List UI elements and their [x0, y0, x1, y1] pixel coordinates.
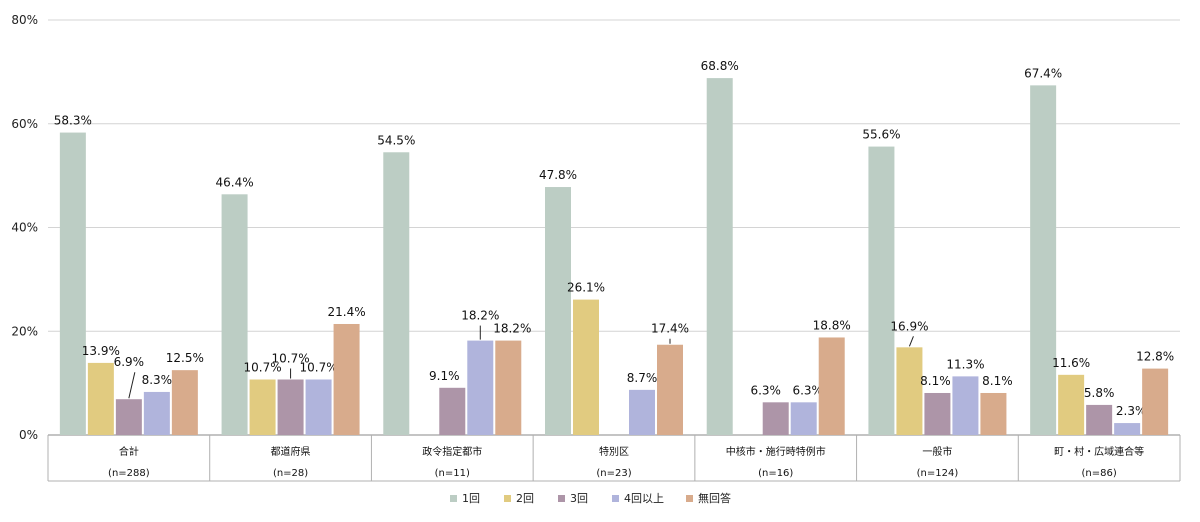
data-label: 8.3% — [142, 373, 173, 387]
legend-swatch — [686, 495, 693, 502]
category-n-label: (n=288) — [108, 468, 150, 479]
data-label: 8.1% — [920, 374, 951, 388]
data-label: 21.4% — [328, 305, 366, 319]
data-label: 18.8% — [813, 318, 851, 332]
bar — [818, 337, 845, 435]
bar — [439, 387, 466, 435]
bar — [952, 376, 979, 435]
bar — [495, 340, 522, 435]
data-label: 47.8% — [539, 168, 577, 182]
bar — [657, 344, 683, 435]
bar — [629, 389, 655, 435]
data-label: 12.8% — [1136, 350, 1174, 364]
legend-swatch — [450, 495, 457, 502]
data-label: 54.5% — [377, 133, 415, 147]
category-label: 一般市 — [922, 445, 952, 458]
bar — [383, 152, 410, 435]
legend-label: 無回答 — [698, 491, 731, 505]
data-label: 17.4% — [651, 322, 689, 336]
y-tick-label: 20% — [11, 324, 38, 338]
data-label: 12.5% — [166, 351, 204, 365]
bar — [573, 299, 599, 435]
legend-swatch — [504, 495, 511, 502]
leader-line — [908, 336, 914, 347]
bar — [143, 391, 170, 435]
bar — [277, 379, 304, 435]
category-n-label: (n=11) — [435, 468, 470, 479]
bar — [115, 399, 142, 435]
data-label: 8.7% — [627, 371, 658, 385]
legend-label: 1回 — [462, 492, 480, 505]
bar — [762, 402, 789, 435]
bar — [59, 132, 86, 435]
y-tick-label: 40% — [11, 221, 38, 235]
bar — [1058, 374, 1085, 435]
data-label: 67.4% — [1024, 66, 1062, 80]
category-label: 町・村・広域連合等 — [1054, 445, 1144, 458]
data-label: 11.3% — [946, 357, 984, 371]
data-label: 55.6% — [862, 128, 900, 142]
data-label: 46.4% — [216, 175, 254, 189]
category-label: 中核市・施行時特例市 — [726, 445, 826, 458]
bar — [706, 78, 733, 435]
bar — [924, 392, 951, 435]
data-label: 10.7% — [244, 360, 282, 374]
legend-swatch — [558, 495, 565, 502]
y-tick-label: 60% — [11, 117, 38, 131]
data-label: 68.8% — [701, 59, 739, 73]
data-label: 58.3% — [54, 114, 92, 128]
bar — [87, 362, 114, 435]
bar — [333, 323, 360, 435]
category-n-label: (n=28) — [273, 468, 308, 479]
data-label: 26.1% — [567, 281, 605, 295]
data-label: 11.6% — [1052, 356, 1090, 370]
y-tick-label: 0% — [19, 428, 38, 442]
bar — [545, 187, 571, 435]
bar — [896, 347, 923, 435]
category-n-label: (n=124) — [917, 468, 959, 479]
data-label: 18.2% — [461, 309, 499, 323]
category-label: 都道府県 — [271, 445, 311, 458]
bar — [1114, 423, 1141, 435]
legend-label: 3回 — [570, 492, 588, 505]
bar — [249, 379, 276, 435]
data-label: 13.9% — [82, 344, 120, 358]
bar — [221, 194, 248, 435]
data-label: 10.7% — [272, 351, 310, 365]
legend-label: 4回以上 — [624, 492, 664, 505]
data-label: 2.3% — [1116, 404, 1147, 418]
bar — [467, 340, 494, 435]
bar — [305, 379, 332, 435]
bar — [790, 402, 817, 435]
data-label: 6.3% — [792, 383, 823, 397]
category-n-label: (n=16) — [758, 468, 793, 479]
category-n-label: (n=23) — [596, 468, 631, 479]
data-label: 16.9% — [890, 319, 928, 333]
leader-line — [128, 372, 136, 399]
data-label: 6.9% — [114, 355, 145, 369]
category-label: 特別区 — [599, 446, 629, 458]
bar — [171, 370, 198, 435]
bar — [1030, 85, 1057, 436]
bar — [980, 392, 1007, 435]
data-label: 5.8% — [1084, 386, 1115, 400]
legend-swatch — [612, 495, 619, 502]
category-label: 合計 — [119, 445, 139, 458]
bar — [1142, 368, 1169, 435]
legend-label: 2回 — [516, 492, 534, 505]
category-label: 政令指定都市 — [422, 445, 482, 458]
data-label: 8.1% — [982, 374, 1013, 388]
bar — [868, 146, 895, 435]
data-label: 10.7% — [300, 360, 338, 374]
y-tick-label: 80% — [11, 13, 38, 27]
category-n-label: (n=86) — [1082, 468, 1117, 479]
data-label: 9.1% — [429, 369, 460, 383]
data-label: 18.2% — [493, 322, 531, 336]
data-label: 6.3% — [750, 383, 781, 397]
bar — [1086, 404, 1113, 435]
